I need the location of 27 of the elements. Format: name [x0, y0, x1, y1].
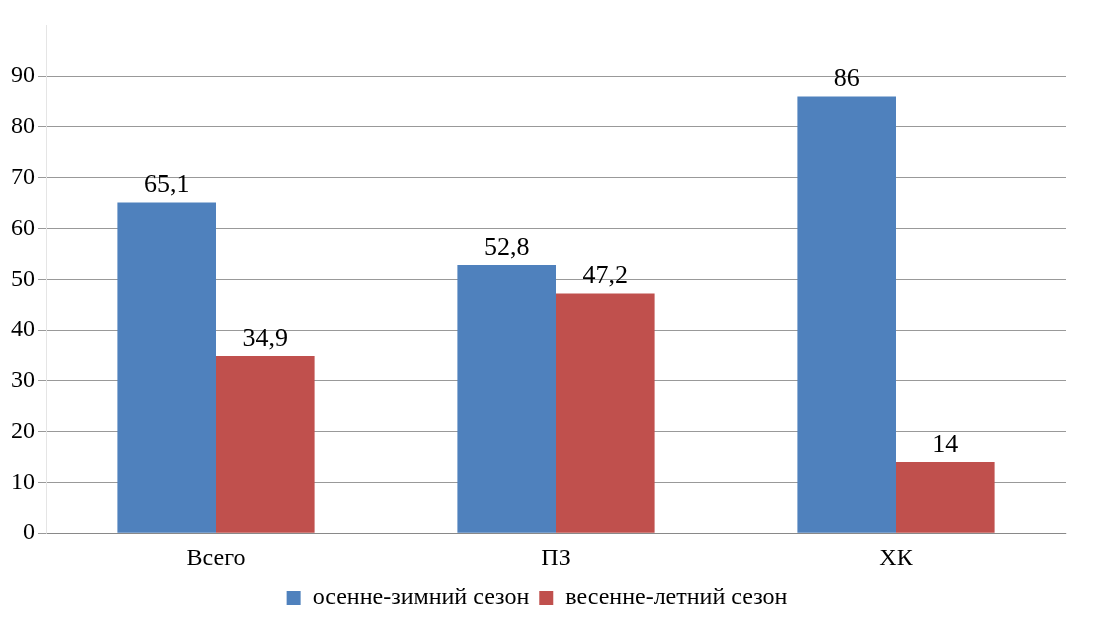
legend-label: весенне-летний сезон — [565, 583, 788, 610]
bar — [556, 293, 655, 533]
x-tick-label: ПЗ — [541, 543, 571, 570]
y-tick-label: 70 — [11, 163, 35, 190]
data-label: 65,1 — [143, 169, 190, 199]
bar — [797, 96, 896, 533]
y-tick-label: 50 — [11, 264, 35, 291]
y-tick-label: 30 — [11, 366, 35, 393]
data-label: 47,2 — [582, 260, 629, 290]
bar — [117, 202, 216, 533]
x-tick-label: ХК — [879, 543, 914, 570]
legend-label: осенне-зимний сезон — [312, 583, 530, 610]
y-tick-label: 0 — [23, 518, 35, 545]
y-tick-label: 90 — [11, 61, 35, 88]
x-tick-label: Всего — [186, 543, 246, 570]
data-label: 86 — [833, 63, 860, 93]
bar — [457, 265, 556, 533]
data-label: 34,9 — [242, 322, 289, 352]
y-tick-label: 60 — [11, 213, 35, 240]
bar — [896, 462, 995, 533]
data-label: 14 — [932, 428, 959, 458]
data-label: 52,8 — [483, 231, 530, 261]
bar — [216, 355, 315, 533]
y-tick-label: 40 — [11, 315, 35, 342]
y-tick-label: 20 — [11, 416, 35, 443]
y-tick-label: 80 — [11, 112, 35, 139]
y-tick-label: 10 — [11, 467, 35, 494]
